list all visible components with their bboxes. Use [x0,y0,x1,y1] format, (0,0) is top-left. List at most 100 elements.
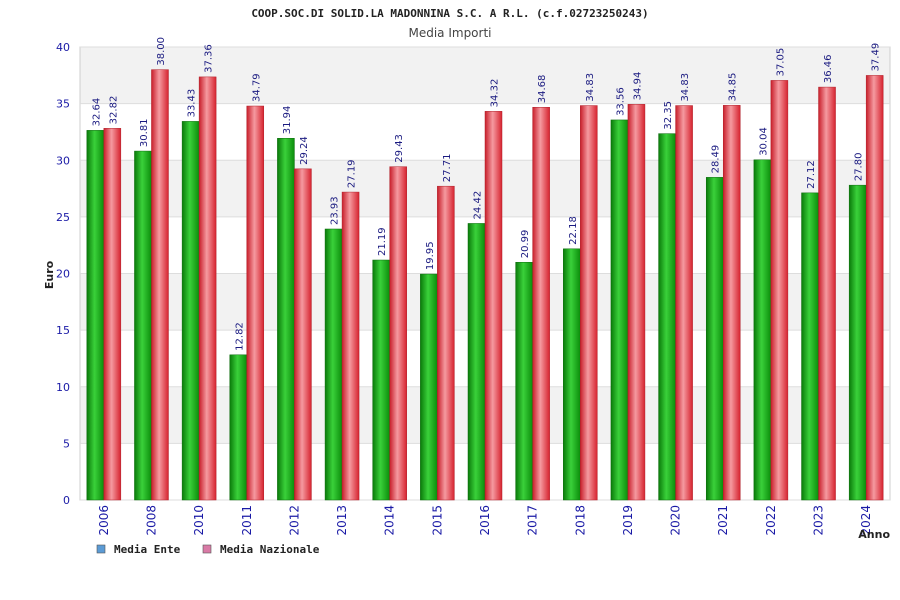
bar-media-ente-2019 [610,119,629,501]
chart-subtitle: Media Importi [408,26,491,40]
y-tick-label: 40 [56,41,70,54]
bar-media-ente-2017 [515,262,533,501]
bar-media-ente-2024 [848,184,867,501]
bar-media-nazionale-2013 [341,191,360,501]
y-tick-label: 10 [56,381,70,394]
bar-media-nazionale-2014 [389,166,407,501]
data-label: 27.80 [854,153,865,182]
x-tick-label: 2010 [192,505,206,536]
bar-media-ente-2011 [229,354,248,501]
bar-media-ente-2006 [86,130,105,501]
data-label: 27.19 [347,159,358,188]
bar-media-nazionale-2010 [198,76,217,501]
data-label: 33.43 [187,89,198,118]
bar-media-ente-2021 [705,177,724,501]
data-label: 29.43 [394,134,405,163]
data-label: 27.71 [442,154,453,183]
data-label: 37.36 [204,44,215,73]
legend-label-media-nazionale: Media Nazionale [220,543,320,556]
y-tick-label: 5 [63,437,70,450]
data-label: 38.00 [156,37,167,66]
x-axis: 2006 2008 2010 2011 2012 2013 2014 2015 2016 2017… [97,505,873,536]
x-tick-label: 2014 [383,505,397,536]
legend-swatch-media-ente [96,544,106,554]
bar-media-nazionale-2008 [151,69,169,501]
y-tick-label: 25 [56,211,70,224]
data-label: 29.24 [299,136,310,165]
bar-media-ente-2020 [658,133,676,501]
x-tick-label: 2018 [573,505,587,536]
legend: Media Ente Media Nazionale [96,543,320,556]
data-label: 34.79 [251,73,262,102]
data-label: 34.85 [728,73,739,102]
bar-media-ente-2013 [324,228,343,501]
bar-media-ente-2008 [134,150,152,501]
data-labels: 32.64 32.82 30.81 38.00 33.43 37.36 12.82 34.79… [91,37,881,351]
x-tick-label: 2022 [764,505,778,536]
bar-media-nazionale-2020 [675,105,693,501]
bar-media-nazionale-2012 [294,168,312,501]
x-axis-label: Anno [858,528,890,541]
x-tick-label: 2012 [287,505,301,536]
bar-media-ente-2012 [277,138,295,501]
legend-label-media-ente: Media Ente [114,543,181,556]
bar-media-nazionale-2022 [770,80,789,501]
x-tick-label: 2015 [430,505,444,536]
bar-media-nazionale-2024 [865,75,884,501]
data-label: 21.19 [377,227,388,256]
data-label: 34.68 [537,75,548,104]
data-label: 34.83 [680,73,691,102]
y-tick-label: 35 [56,98,70,111]
data-label: 36.46 [823,54,834,83]
x-tick-label: 2011 [240,505,254,536]
data-label: 27.12 [806,160,817,189]
data-label: 30.04 [758,127,769,156]
x-tick-label: 2013 [335,505,349,536]
x-tick-label: 2020 [669,505,683,536]
x-tick-label: 2006 [97,505,111,536]
bar-media-nazionale-2016 [484,111,503,501]
data-label: 32.82 [108,96,119,125]
data-label: 31.94 [282,106,293,135]
bar-media-ente-2016 [467,223,486,501]
data-label: 37.05 [775,48,786,77]
bar-media-nazionale-2019 [627,104,646,501]
bar-media-nazionale-2018 [580,105,598,501]
bar-media-ente-2015 [420,273,438,501]
data-label: 32.64 [91,98,102,127]
bar-media-ente-2023 [801,192,819,501]
data-label: 34.32 [490,79,501,108]
y-tick-label: 15 [56,324,70,337]
y-axis: 0 5 10 15 20 25 30 35 40 [56,41,70,507]
y-axis-label: Euro [43,260,56,289]
data-label: 37.49 [871,43,882,72]
bar-media-nazionale-2006 [103,128,122,501]
data-label: 34.83 [585,73,596,102]
x-tick-label: 2016 [478,505,492,536]
bar-media-nazionale-2015 [437,185,455,501]
data-label: 33.56 [615,87,626,116]
x-tick-label: 2017 [526,505,540,536]
x-tick-label: 2008 [144,505,158,536]
bar-media-ente-2022 [753,159,772,501]
bar-media-nazionale-2011 [246,105,265,501]
bar-media-ente-2018 [563,248,581,501]
bar-media-nazionale-2017 [532,106,550,501]
bars [86,69,884,501]
y-tick-label: 30 [56,154,70,167]
data-label: 34.94 [632,72,643,101]
bar-media-ente-2014 [372,259,390,501]
bar-media-nazionale-2021 [722,105,741,501]
x-tick-label: 2024 [859,505,873,536]
data-label: 12.82 [234,322,245,351]
chart-title: COOP.SOC.DI SOLID.LA MADONNINA S.C. A R.… [251,7,648,20]
data-label: 24.42 [473,191,484,220]
data-label: 30.81 [139,118,150,147]
bar-media-nazionale-2023 [818,86,836,501]
data-label: 32.35 [663,101,674,130]
data-label: 20.99 [520,230,531,259]
x-tick-label: 2019 [621,505,635,536]
data-label: 28.49 [711,145,722,174]
x-tick-label: 2023 [812,505,826,536]
